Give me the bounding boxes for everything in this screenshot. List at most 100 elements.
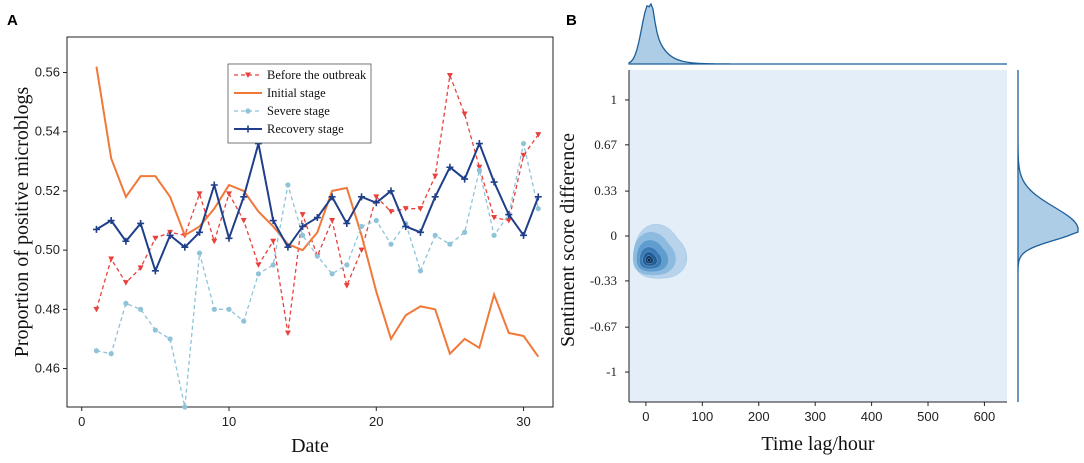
data-point (210, 181, 218, 189)
data-point (491, 232, 497, 238)
data-point (520, 231, 528, 239)
data-point (196, 228, 204, 236)
data-point (490, 178, 498, 186)
data-point (108, 256, 115, 262)
data-point (476, 164, 483, 171)
y-tick-label-a: 0.52 (35, 183, 60, 198)
data-point (358, 247, 365, 254)
data-point (358, 223, 365, 230)
y-tick-label-a: 0.48 (35, 301, 60, 316)
data-point (269, 217, 277, 225)
y-tick-label-b: -0.33 (590, 273, 617, 288)
x-axis-label-a: Date (291, 435, 329, 457)
data-point (245, 108, 251, 114)
data-point (535, 206, 541, 212)
marginal-y-density (1017, 70, 1079, 402)
data-point (417, 268, 424, 274)
panel-label-a: A (7, 12, 18, 29)
x-tick-label-b: 300 (804, 409, 826, 424)
x-tick-label-b: 500 (917, 409, 939, 424)
data-point (491, 215, 498, 221)
data-point (182, 404, 188, 410)
kde-contours (632, 224, 687, 279)
data-point (107, 217, 115, 225)
data-point (245, 72, 251, 78)
data-point (299, 222, 307, 230)
y-tick-label-b: 1 (611, 92, 618, 107)
plot-frame-a (66, 36, 554, 408)
y-tick-label-b: 0 (611, 228, 618, 243)
data-point (255, 262, 262, 268)
x-axis-label-b: Time lag/hour (761, 433, 874, 455)
data-point (505, 218, 512, 224)
data-point (373, 217, 379, 224)
y-axis-label-b: Sentiment score difference (557, 133, 579, 347)
y-tick-label-b: 0.33 (594, 183, 617, 198)
data-point (475, 140, 483, 148)
marginal-x-density (628, 2, 1007, 65)
data-point (461, 175, 469, 183)
series-severe-stage (93, 140, 541, 410)
legend-label: Recovery stage (267, 122, 344, 136)
data-point (505, 211, 513, 219)
legend-item: Before the outbreak (234, 68, 367, 82)
data-point (284, 243, 292, 251)
y-tick-label-a: 0.54 (35, 124, 60, 139)
data-point (123, 300, 129, 306)
x-tick-label-b: 0 (642, 409, 649, 424)
legend-label: Severe stage (267, 104, 330, 118)
joint-density-chart-b: 0 100 200 300 400 500 600 -1 -0.67 -0.33 0 0.33 0.67… (557, 2, 1079, 455)
data-point (388, 241, 394, 247)
data-point (387, 187, 395, 195)
data-point (476, 167, 482, 173)
series-recovery-stage (92, 140, 542, 275)
data-point (329, 271, 335, 277)
data-point (329, 218, 336, 224)
data-point (417, 206, 424, 212)
line-chart-a: 0 10 20 30 0.46 0.48 0.50 0.52 0.54 0.56 Date Pro… (11, 36, 554, 457)
data-point (462, 229, 468, 235)
data-point (240, 218, 247, 224)
data-point (388, 209, 394, 215)
data-point (299, 212, 306, 218)
data-point (255, 271, 262, 277)
data-point (447, 241, 453, 247)
data-point (181, 243, 189, 251)
data-point (534, 193, 542, 201)
data-point (520, 152, 527, 159)
kde-background (629, 70, 1007, 402)
data-point (226, 306, 232, 312)
series-line (96, 143, 539, 408)
y-axis-label-a: Proportion of positive microblogs (11, 87, 33, 358)
data-point (137, 219, 145, 227)
data-point (432, 173, 439, 180)
y-tick-label-a: 0.56 (35, 65, 60, 80)
data-point (226, 191, 232, 197)
data-point (535, 132, 542, 138)
data-point (284, 330, 291, 336)
data-point (300, 232, 306, 238)
x-tick-label-a: 10 (222, 414, 236, 429)
data-point (328, 193, 336, 201)
series-line (95, 140, 540, 274)
data-point (358, 193, 366, 201)
x-tick-label-a: 0 (78, 414, 85, 429)
data-point (138, 306, 144, 312)
x-tick-label-a: 30 (516, 414, 530, 429)
data-point (446, 163, 454, 171)
data-point (270, 262, 276, 268)
data-point (122, 280, 129, 286)
legend-a: Before the outbreak Initial stage Severe s… (227, 63, 372, 144)
data-point (152, 327, 158, 333)
data-point (431, 193, 439, 201)
data-point (285, 182, 291, 188)
kde-contour-level (647, 258, 651, 263)
data-point (225, 234, 233, 242)
y-tick-label-b: -1 (606, 364, 617, 379)
data-point (314, 253, 320, 259)
data-point (344, 262, 350, 268)
y-tick-label-b: 0.67 (594, 137, 617, 152)
data-point (416, 228, 424, 236)
legend-label: Initial stage (267, 86, 326, 100)
